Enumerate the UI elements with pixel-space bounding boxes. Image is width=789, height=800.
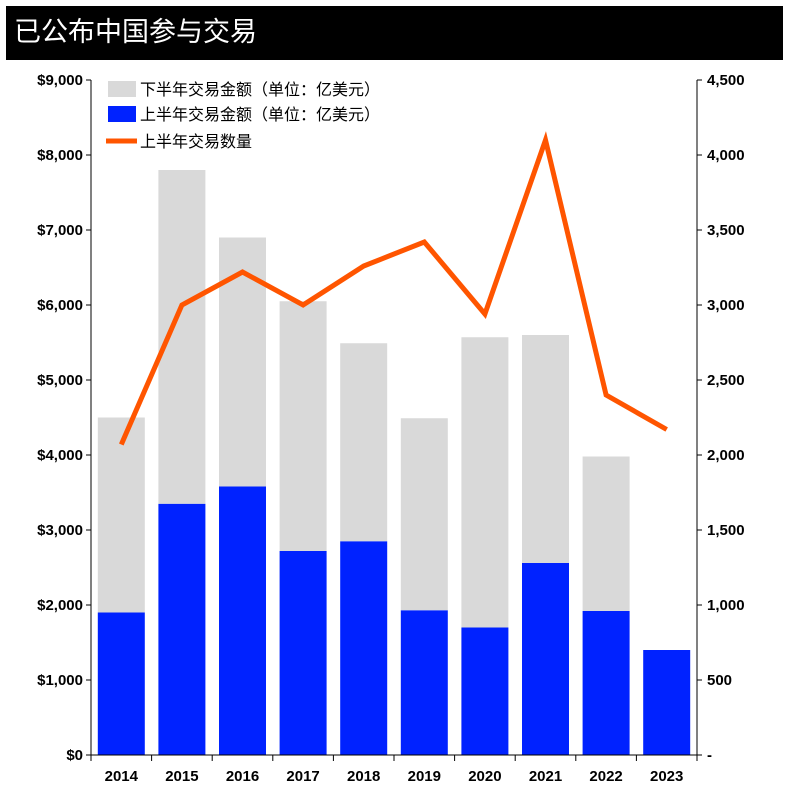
bar-h1-2016 xyxy=(219,486,266,755)
y-right-tick-label: - xyxy=(707,747,712,764)
y-right-tick-label: 1,000 xyxy=(707,597,745,614)
y-left-tick-label: $1,000 xyxy=(37,672,83,689)
bar-h2-2021 xyxy=(522,335,569,563)
y-left-tick-label: $6,000 xyxy=(37,297,83,314)
bar-h1-2021 xyxy=(522,563,569,755)
legend-swatch-h1 xyxy=(108,106,136,122)
axes-layer: $0 - $1,000 500 $2,000 1,000 $3,000 1,500 $4,000… xyxy=(37,72,744,785)
chart-title: 已公布中国参与交易 xyxy=(6,6,783,60)
bars-layer xyxy=(97,170,691,755)
bar-h2-2020 xyxy=(461,337,509,628)
bar-h2-2016 xyxy=(219,237,266,487)
y-left-tick-label: $9,000 xyxy=(37,72,83,89)
line-layer xyxy=(119,131,668,446)
legend-label-h1: 上半年交易金额（单位：亿美元） xyxy=(140,105,380,124)
x-tick-label: 2018 xyxy=(347,768,380,785)
bar-h1-2018 xyxy=(340,541,388,755)
x-tick-label: 2014 xyxy=(105,768,139,785)
bar-h1-2023 xyxy=(643,650,691,755)
bar-h2-2017 xyxy=(279,301,327,551)
y-right-tick-label: 4,000 xyxy=(707,147,745,164)
bar-h1-2015 xyxy=(158,503,206,755)
y-right-tick-label: 500 xyxy=(707,672,732,689)
y-right-tick-label: 3,000 xyxy=(707,297,745,314)
y-left-tick-label: $3,000 xyxy=(37,522,83,539)
y-right-tick-label: 2,000 xyxy=(707,447,745,464)
legend-swatch-h2 xyxy=(108,81,136,97)
legend-label-line: 上半年交易数量 xyxy=(140,132,252,151)
x-tick-label: 2016 xyxy=(226,768,259,785)
y-right-tick-label: 1,500 xyxy=(707,522,745,539)
bar-h2-2018 xyxy=(340,343,388,542)
bar-h2-2014 xyxy=(97,417,145,613)
x-tick-label: 2015 xyxy=(165,768,198,785)
bar-h2-2022 xyxy=(582,456,630,611)
x-tick-label: 2022 xyxy=(589,768,622,785)
y-right-tick-label: 3,500 xyxy=(707,222,745,239)
x-tick-label: 2019 xyxy=(408,768,441,785)
x-tick-label: 2017 xyxy=(286,768,319,785)
y-right-tick-label: 4,500 xyxy=(707,72,745,89)
x-tick-label: 2023 xyxy=(650,768,683,785)
x-tick-label: 2021 xyxy=(529,768,562,785)
bar-h1-2022 xyxy=(582,611,630,755)
bar-h2-2019 xyxy=(400,418,448,611)
legend: 下半年交易金额（单位：亿美元） 上半年交易金额（单位：亿美元） 上半年交易数量 xyxy=(106,80,380,151)
line-deal-count xyxy=(119,131,668,446)
y-left-tick-label: $2,000 xyxy=(37,597,83,614)
y-left-tick-label: $8,000 xyxy=(37,147,83,164)
y-left-tick-label: $4,000 xyxy=(37,447,83,464)
bar-h1-2019 xyxy=(400,610,448,755)
y-left-tick-label: $7,000 xyxy=(37,222,83,239)
y-left-tick-label: $5,000 xyxy=(37,372,83,389)
bar-h1-2014 xyxy=(97,612,145,755)
legend-label-h2: 下半年交易金额（单位：亿美元） xyxy=(140,80,380,99)
x-tick-label: 2020 xyxy=(468,768,501,785)
y-left-tick-label: $0 xyxy=(66,747,83,764)
bar-h1-2020 xyxy=(461,627,509,755)
bar-h1-2017 xyxy=(279,551,327,755)
y-right-tick-label: 2,500 xyxy=(707,372,745,389)
